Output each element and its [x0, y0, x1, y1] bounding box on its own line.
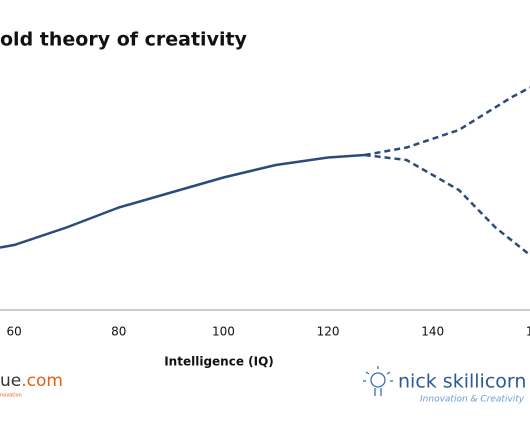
logo-right-name: nick skillicorn — [398, 371, 526, 393]
x-tick-label: 160 — [526, 325, 530, 339]
logo-left-main: ue.com — [0, 371, 63, 391]
x-tick-label: 60 — [6, 325, 21, 339]
x-axis-label: Intelligence (IQ) — [164, 355, 274, 369]
x-tick-label: 140 — [421, 325, 444, 339]
line — [364, 86, 530, 157]
line — [364, 153, 530, 256]
lightbulb-icon — [363, 366, 393, 396]
line — [0, 153, 365, 249]
x-tick-label: 80 — [111, 325, 126, 339]
x-tick-label: 120 — [317, 325, 340, 339]
logo-right-tagline: Innovation & Creativity — [420, 395, 525, 405]
logo-domain: .com — [21, 371, 63, 391]
logo-left-tagline: novation — [0, 393, 22, 399]
chart-title: old theory of creativity — [0, 29, 248, 51]
x-tick-label: 100 — [212, 325, 235, 339]
logo-text: ue — [0, 371, 21, 391]
